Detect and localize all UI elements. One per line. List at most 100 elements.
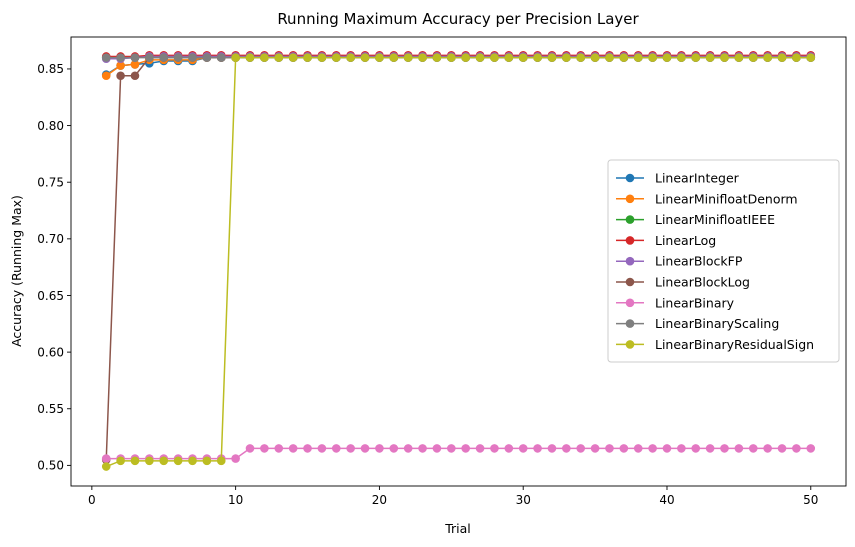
axes: 0 10 20 30 40 50 0.50 0.55 0.60 0.65 0.70 0.75 0.80 0… [37,36,847,507]
data-point [777,53,787,62]
data-point [303,444,312,453]
data-point [533,53,542,62]
data-point [605,444,614,453]
data-point [418,53,427,62]
x-tick-label: 40 [659,493,674,507]
legend-item: LinearBinaryScaling [616,316,779,331]
data-point [101,462,111,471]
data-point [677,444,686,453]
data-point [547,444,557,453]
x-tick-label: 10 [228,493,243,507]
data-point [648,444,657,453]
data-point [792,444,801,453]
data-point [331,53,341,62]
legend-label: LinearBlockFP [655,254,743,269]
data-point [705,53,715,62]
legend-label: LinearMinifloatDenorm [655,191,798,206]
data-point [518,53,528,62]
y-tick-label: 0.50 [37,459,64,473]
data-point [403,53,413,62]
data-point [159,53,169,62]
data-point [116,71,125,81]
y-tick-label: 0.85 [37,62,64,76]
data-point [677,53,686,62]
y-tick-label: 0.65 [37,289,64,303]
data-point [705,444,715,453]
data-point [748,444,758,453]
data-point [418,444,427,453]
legend-item: LinearMinifloatDenorm [616,191,798,206]
x-tick-label: 20 [372,493,387,507]
legend-item: LinearLog [616,233,716,248]
data-point [274,53,284,62]
data-point [720,444,729,453]
data-point [159,456,169,466]
legend-marker [625,173,635,183]
x-tick-label: 30 [516,493,531,507]
data-point [216,456,226,466]
data-point [231,454,240,463]
data-point [216,53,226,62]
data-point [145,53,154,62]
y-tick-label: 0.55 [37,402,64,416]
data-point [504,53,514,62]
series-LinearBinaryResidualSign [101,53,816,471]
data-point [303,53,312,62]
legend-label: LinearLog [655,233,716,248]
data-point [763,53,772,62]
data-point [490,53,499,62]
data-point [562,53,571,62]
legend-label: LinearBinary [655,295,735,310]
data-point [490,444,499,453]
legend-item: LinearBlockLog [616,275,750,290]
data-point [116,456,125,466]
data-point [188,456,197,466]
data-point [130,53,140,62]
x-tick-label: 50 [803,493,818,507]
data-point [245,53,255,62]
legend-marker [625,319,635,328]
data-point [173,53,183,62]
data-point [648,53,657,62]
data-point [447,444,456,453]
data-point [576,444,586,453]
y-tick-label: 0.60 [37,345,64,359]
data-point [331,444,341,453]
data-point [317,444,327,453]
legend: LinearInteger LinearMinifloatDenorm Linear… [607,159,840,363]
legend-item: LinearBlockFP [616,254,743,269]
data-point [288,444,298,453]
data-point [101,53,111,62]
y-tick-label: 0.80 [37,119,64,133]
chart-title: Running Maximum Accuracy per Precision L… [277,10,639,28]
legend-marker [625,256,635,266]
data-point [806,53,816,62]
data-point [317,53,327,62]
data-point [288,53,298,62]
data-point [475,444,485,453]
data-point [662,53,672,62]
legend-label: LinearInteger [655,171,740,186]
data-point [763,444,772,453]
legend-marker [625,340,635,349]
data-point [792,53,801,62]
legend-label: LinearMinifloatIEEE [655,212,775,227]
data-point [633,53,643,62]
data-point [360,444,370,453]
data-point [130,456,140,466]
data-point [375,53,384,62]
data-point [691,444,701,453]
data-point [605,53,614,62]
data-point [274,444,284,453]
legend-marker [625,277,635,287]
data-point [375,444,384,453]
data-point [231,53,240,62]
data-point [447,53,456,62]
data-point [202,456,212,466]
data-point [633,444,643,453]
data-point [777,444,787,453]
data-point [389,53,399,62]
data-point [346,53,355,62]
y-axis-label: Accuracy (Running Max) [9,195,24,347]
